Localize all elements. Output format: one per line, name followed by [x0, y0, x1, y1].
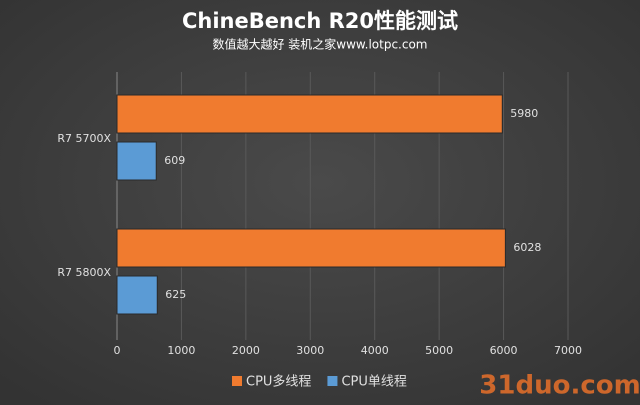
x-tick-label: 1000 [167, 344, 195, 357]
value-label: 6028 [513, 241, 541, 254]
value-label: 609 [164, 154, 185, 167]
x-tick-label: 5000 [425, 344, 453, 357]
x-tick-label: 3000 [296, 344, 324, 357]
bar [116, 141, 157, 181]
bar [116, 228, 506, 268]
x-tick-label: 7000 [554, 344, 582, 357]
y-tick-label: R7 5800X [57, 266, 111, 279]
value-label: 5980 [510, 107, 538, 120]
chart-title: ChineBench R20性能测试 [182, 9, 458, 33]
legend-swatch [232, 376, 242, 386]
value-label: 625 [165, 288, 186, 301]
x-tick-label: 0 [114, 344, 121, 357]
legend-label: CPU单线程 [341, 375, 406, 390]
chart-subtitle: 数值越大越好 装机之家www.lotpc.com [212, 37, 427, 52]
watermark: 31duo.com [479, 371, 640, 401]
x-tick-label: 4000 [361, 344, 389, 357]
x-tick-label: 6000 [490, 344, 518, 357]
legend-swatch [327, 376, 338, 386]
legend-label: CPU多线程 [246, 374, 311, 390]
bar [116, 94, 503, 134]
y-tick-label: R7 5700X [57, 132, 111, 145]
bar [116, 275, 158, 315]
x-tick-label: 2000 [232, 344, 260, 357]
